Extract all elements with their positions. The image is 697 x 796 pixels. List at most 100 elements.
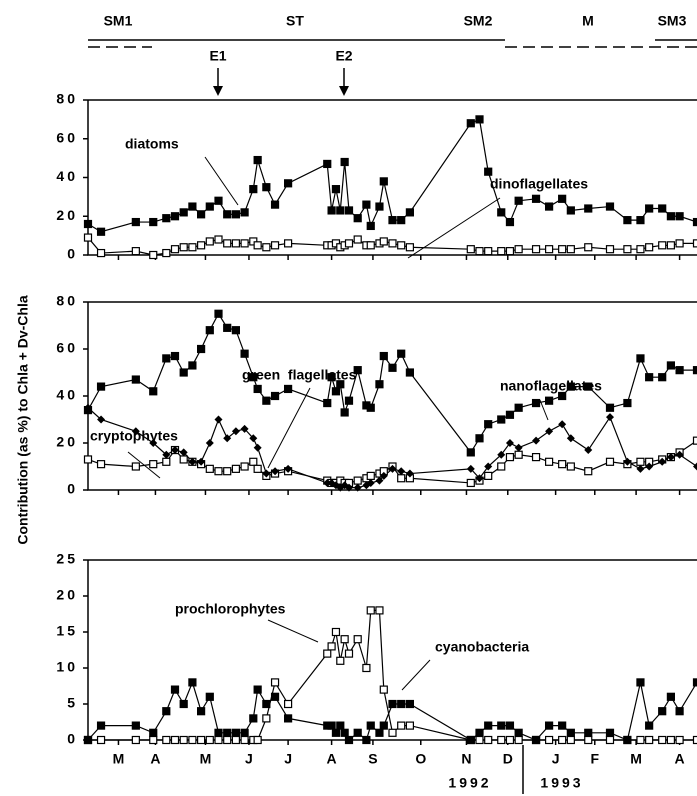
marker (544, 245, 554, 254)
marker (566, 735, 575, 745)
marker (584, 204, 593, 213)
marker (558, 460, 567, 469)
marker (170, 212, 180, 221)
marker (223, 735, 232, 745)
event-label: E1 (209, 48, 226, 64)
axis-frame (87, 559, 697, 741)
marker (240, 462, 249, 471)
marker (284, 179, 293, 188)
marker (188, 202, 197, 211)
marker (666, 453, 675, 462)
marker (675, 735, 684, 745)
marker (131, 735, 140, 745)
marker (249, 457, 258, 466)
marker (353, 476, 362, 485)
marker (249, 373, 258, 382)
marker (558, 735, 567, 745)
marker (397, 349, 406, 358)
marker (566, 462, 575, 471)
marker (658, 735, 667, 745)
marker (405, 721, 414, 730)
marker (353, 366, 362, 375)
marker (484, 471, 493, 480)
marker (366, 606, 375, 615)
marker (514, 443, 523, 452)
event-arrowhead (339, 86, 349, 96)
marker (131, 217, 140, 227)
marker (497, 462, 506, 471)
marker (223, 210, 232, 219)
marker (162, 354, 171, 363)
marker (344, 206, 354, 215)
marker (231, 427, 240, 436)
marker (249, 185, 258, 194)
marker (658, 204, 667, 213)
marker (223, 467, 232, 476)
marker (205, 237, 214, 246)
series-label: cyanobacteria (435, 639, 529, 655)
marker (636, 457, 645, 466)
marker (645, 721, 654, 730)
marker (475, 115, 484, 124)
marker (188, 361, 197, 370)
marker (693, 462, 697, 471)
x-tick-label: J (284, 751, 292, 767)
marker (231, 735, 240, 745)
marker (205, 464, 214, 473)
marker (397, 216, 406, 225)
marker (497, 247, 506, 256)
marker (466, 464, 475, 473)
marker (231, 326, 240, 335)
y-tick-label: 10 (56, 659, 78, 675)
marker (544, 721, 554, 730)
marker (345, 483, 353, 492)
marker (379, 471, 388, 480)
marker (475, 474, 484, 483)
marker (658, 707, 667, 716)
marker (205, 735, 214, 745)
marker (188, 457, 197, 466)
marker (475, 434, 484, 443)
marker (214, 415, 223, 424)
marker (223, 239, 232, 248)
marker (388, 363, 397, 372)
marker (353, 214, 362, 223)
marker (405, 208, 414, 217)
series-line (87, 407, 697, 489)
marker (197, 707, 206, 716)
marker (397, 721, 406, 730)
marker (240, 239, 249, 248)
marker (505, 410, 515, 419)
y-tick-label: 80 (56, 293, 78, 309)
marker (83, 455, 93, 464)
marker (475, 728, 484, 737)
marker (162, 735, 171, 745)
marker (149, 439, 158, 447)
marker (344, 649, 354, 658)
marker (566, 382, 575, 391)
y-tick-label: 60 (56, 129, 78, 145)
x-tick-label: M (200, 751, 212, 767)
marker (179, 208, 188, 217)
marker (466, 119, 475, 128)
marker (675, 366, 684, 375)
marker (353, 483, 362, 492)
marker (340, 157, 349, 167)
marker (558, 194, 567, 203)
marker (497, 721, 506, 730)
marker (171, 446, 179, 455)
marker (83, 735, 93, 745)
marker (623, 457, 632, 466)
marker (484, 462, 493, 471)
marker (340, 408, 349, 417)
marker (197, 241, 206, 250)
marker (131, 462, 140, 471)
marker (262, 183, 271, 192)
marker (331, 185, 341, 194)
marker (336, 656, 345, 665)
marker (558, 245, 567, 254)
marker (484, 420, 493, 429)
marker (149, 460, 158, 469)
marker (606, 413, 614, 422)
marker (397, 467, 406, 476)
